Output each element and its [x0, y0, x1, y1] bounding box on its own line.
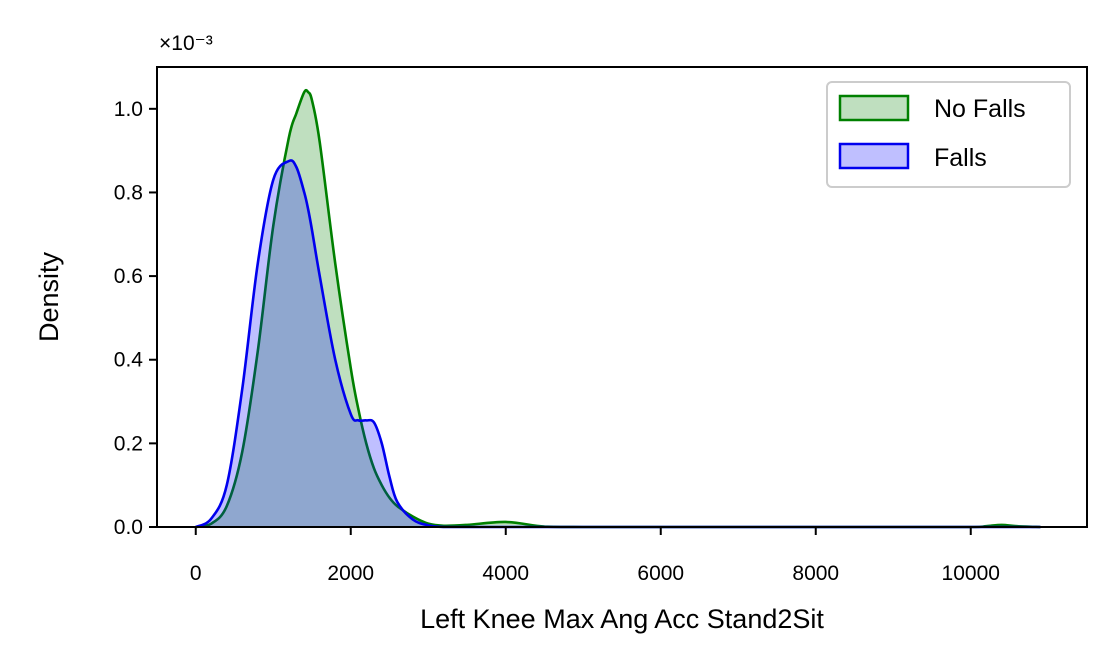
- x-axis: 0 2000 4000 6000 8000 10000: [190, 527, 1000, 585]
- plot-frame: [156, 66, 1088, 528]
- x-tick-label: 6000: [637, 562, 684, 585]
- x-tick-label: 8000: [792, 562, 839, 585]
- legend-swatch-falls: [838, 142, 910, 170]
- x-tick-label: 2000: [327, 562, 374, 585]
- legend-swatch-no-falls: [838, 94, 910, 122]
- legend: No Falls Falls: [826, 81, 1071, 188]
- x-tick-label: 0: [190, 562, 202, 585]
- density-fill-falls: [195, 160, 1041, 527]
- x-tick-label: 10000: [942, 562, 1000, 585]
- legend-label-falls: Falls: [934, 144, 987, 172]
- y-axis: 0.0 0.2 0.4 0.6 0.8 1.0: [114, 98, 157, 539]
- y-tick-label: 0.0: [114, 516, 143, 539]
- legend-label-no-falls: No Falls: [934, 95, 1026, 123]
- x-tick-label: 4000: [482, 562, 529, 585]
- y-tick-label: 0.4: [114, 349, 144, 372]
- y-tick-label: 0.6: [114, 265, 143, 288]
- density-fill-no-falls: [195, 90, 1041, 527]
- y-scale-note: ×10⁻³: [159, 32, 213, 55]
- legend-box: [826, 81, 1071, 188]
- x-axis-label: Left Knee Max Ang Acc Stand2Sit: [420, 604, 824, 634]
- y-tick-label: 0.2: [114, 432, 143, 455]
- y-tick-label: 1.0: [114, 98, 143, 121]
- y-tick-label: 0.8: [114, 181, 143, 204]
- y-axis-label: Density: [34, 251, 64, 342]
